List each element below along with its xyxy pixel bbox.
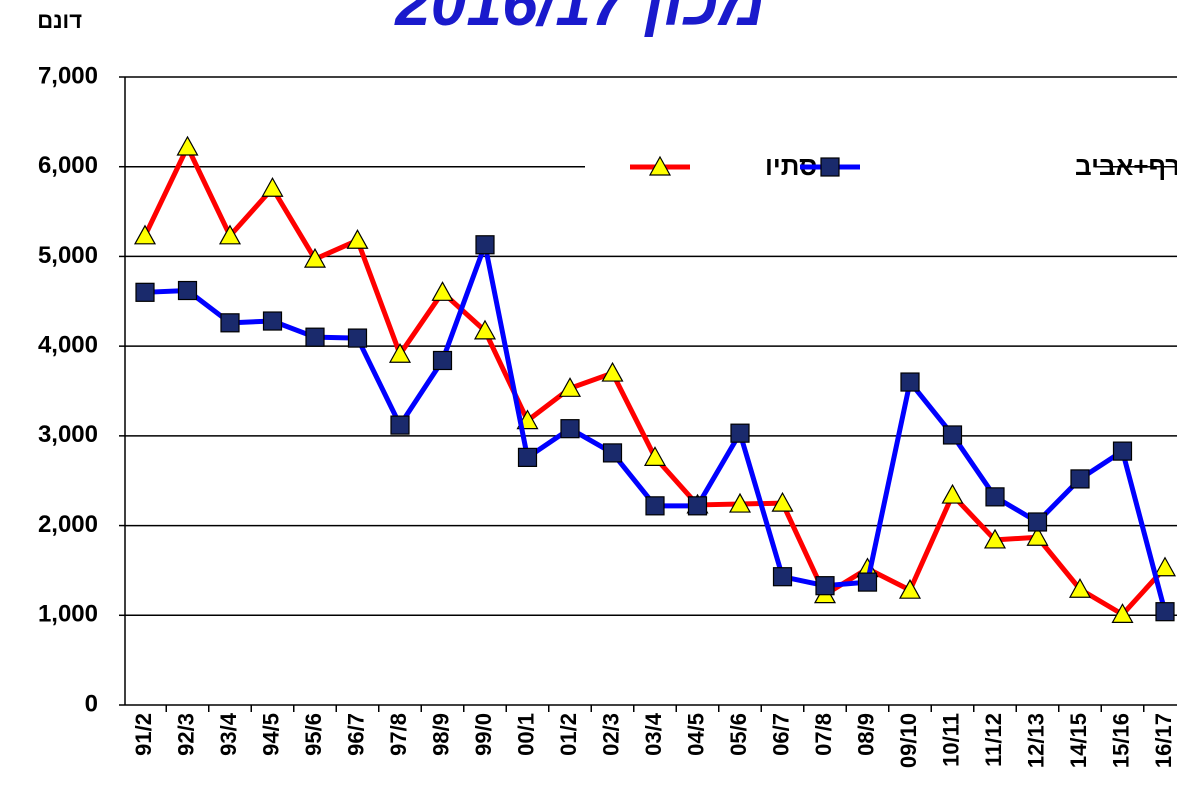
point: [431, 281, 454, 301]
x-tick-label: 92/3: [173, 713, 198, 756]
point: [473, 319, 497, 340]
point: [177, 280, 198, 301]
point: [1155, 602, 1175, 622]
x-tick-label: 95/6: [301, 713, 326, 756]
point: [602, 443, 623, 463]
point: [1070, 469, 1090, 489]
x-tick-label: 08/9: [853, 713, 878, 756]
point: [305, 327, 325, 347]
point: [1153, 556, 1177, 577]
point: [1068, 578, 1092, 598]
x-tick-label: 97/8: [386, 713, 411, 756]
point: [388, 342, 412, 363]
point: [645, 496, 665, 516]
point: [347, 328, 368, 348]
point: [560, 419, 580, 439]
x-tick-label: 16/17: [1151, 713, 1176, 768]
x-tick-label: 12/13: [1023, 713, 1048, 768]
x-tick-label: 98/9: [428, 713, 453, 756]
point: [985, 487, 1005, 507]
series-line: [142, 144, 1167, 617]
point: [687, 496, 708, 516]
x-tick-label: 05/6: [726, 713, 751, 756]
point: [517, 447, 538, 467]
x-tick-label: 94/5: [258, 713, 283, 756]
point: [475, 235, 495, 255]
legend-label: חורף+אביב: [1075, 151, 1177, 181]
x-tick-label: 11/12: [981, 713, 1006, 767]
point: [601, 361, 624, 382]
point: [558, 377, 582, 397]
point: [815, 576, 835, 596]
x-tick-label: 15/16: [1108, 713, 1133, 768]
point: [941, 483, 964, 504]
x-tick-label: 00/1: [513, 713, 538, 756]
point: [261, 177, 284, 197]
point: [857, 572, 878, 592]
point: [942, 425, 963, 445]
point: [303, 247, 327, 268]
point: [218, 224, 242, 245]
y-tick-label: 5,000: [38, 242, 98, 269]
x-tick-label: 10/11: [938, 713, 963, 767]
x-tick-label: 02/3: [598, 713, 623, 756]
point: [648, 155, 672, 176]
x-tick-label: 03/4: [641, 712, 666, 756]
point: [133, 224, 157, 245]
point: [772, 567, 793, 587]
point: [983, 528, 1007, 549]
x-tick-label: 01/2: [556, 713, 581, 756]
point: [220, 313, 240, 333]
x-tick-label: 93/4: [216, 712, 241, 756]
point: [898, 578, 922, 599]
y-tick-label: 7,000: [38, 62, 98, 89]
y-tick-label: 2,000: [38, 511, 98, 538]
x-tick-label: 06/7: [768, 713, 793, 756]
point: [346, 229, 369, 249]
x-tick-label: 14/15: [1066, 713, 1091, 768]
point: [1026, 525, 1049, 546]
point: [176, 135, 199, 156]
y-axis-label: דונם: [37, 8, 82, 33]
x-tick-label: 07/8: [811, 713, 836, 756]
point: [730, 423, 750, 443]
y-tick-label: 3,000: [38, 421, 98, 448]
point: [1111, 603, 1134, 623]
x-tick-label: 91/2: [131, 713, 156, 756]
y-tick-label: 0: [85, 690, 98, 717]
x-tick-label: 04/5: [683, 713, 708, 756]
point: [643, 446, 667, 466]
x-tick-label: 99/0: [471, 713, 496, 756]
point: [432, 350, 453, 371]
y-tick-label: 1,000: [38, 601, 98, 628]
point: [771, 491, 794, 512]
point: [262, 311, 283, 331]
point: [1027, 512, 1048, 532]
point: [390, 415, 410, 435]
point: [1112, 441, 1133, 461]
point: [820, 157, 840, 177]
y-tick-label: 6,000: [38, 152, 98, 179]
chart-title: מכון 2016/17: [394, 0, 765, 39]
point: [900, 372, 920, 392]
y-tick-label: 4,000: [38, 331, 98, 358]
point: [135, 282, 155, 302]
point: [728, 492, 752, 513]
x-tick-label: 96/7: [343, 713, 368, 756]
legend: סתיוחורף+אביב: [585, 140, 1177, 196]
x-tick-label: 09/10: [896, 713, 921, 768]
series-line: [144, 242, 1168, 613]
